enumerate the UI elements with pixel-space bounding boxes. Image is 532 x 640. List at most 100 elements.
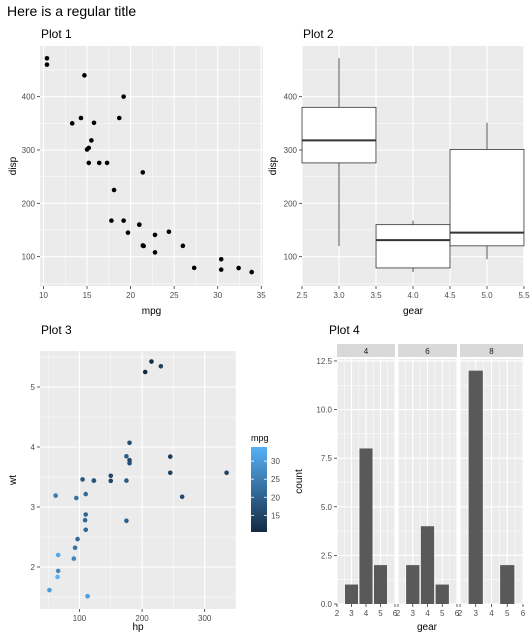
plot1-point: [125, 230, 131, 235]
plot4-facet-label: 6: [425, 347, 430, 356]
plot3-point: [55, 552, 61, 558]
plot3-point: [179, 494, 185, 500]
plot1-point: [116, 115, 122, 121]
plot3-point: [53, 493, 58, 498]
plot4-facet8-x-tick-label: 2: [458, 609, 463, 618]
plot1-x-label: mpg: [142, 306, 161, 317]
plot3-legend-tick-label: 20: [271, 493, 280, 502]
plot1-x-tick-label: 20: [126, 291, 135, 300]
plot4-bar: [435, 584, 449, 604]
plot3-point: [167, 470, 173, 476]
plot4-facet-strip: [337, 344, 395, 357]
plot3-point: [85, 593, 90, 599]
plot4-title: Plot 4: [329, 323, 360, 337]
plot1-point: [121, 94, 126, 99]
plot1-y-tick-label: 100: [22, 253, 36, 262]
plot3-legend-tick-label: 25: [271, 475, 280, 484]
plot4-facet8-x-tick-label: 6: [521, 609, 526, 618]
plot1-y-tick-label: 200: [22, 199, 36, 208]
plot3-point: [55, 568, 61, 574]
plot3-legend-tick-label: 30: [271, 457, 280, 466]
plot3-y-tick-label: 3: [31, 503, 36, 512]
plot3-point: [167, 454, 173, 459]
plot2-title: Plot 2: [303, 27, 334, 41]
plot3-point: [127, 440, 132, 446]
plot1-point: [91, 120, 97, 126]
plot3-point: [108, 478, 114, 484]
main-title: Here is a regular title: [7, 3, 137, 19]
plot4-bar: [500, 565, 515, 604]
plot2-y-tick-label: 200: [284, 199, 298, 208]
plot3-point: [83, 527, 89, 533]
plot3-y-tick-label: 4: [31, 443, 36, 452]
plot4-facet4-x-tick-label: 5: [378, 609, 383, 618]
plot4-y-tick-label: 0.0: [321, 600, 333, 609]
plot2-x-tick-label: 3.5: [370, 291, 382, 300]
plot2-y-tick-label: 400: [284, 93, 298, 102]
plot3-point: [71, 556, 77, 561]
plot2-box: [449, 149, 525, 247]
plot3-point: [55, 574, 60, 580]
plot4-y-tick-label: 10.0: [316, 406, 332, 415]
plot2-x-label: gear: [403, 306, 424, 317]
plot2-x-tick-label: 4.0: [407, 291, 419, 300]
plot4-bar: [468, 370, 483, 604]
plot4-facet4-x-tick-label: 2: [335, 609, 340, 618]
plot4-bar: [373, 565, 388, 604]
plot1-point: [44, 55, 50, 61]
plot4-facet4-x-tick-label: 4: [364, 609, 369, 618]
plot4-facet-strip: [460, 344, 523, 357]
plot1-point: [109, 218, 114, 223]
plot3-point: [158, 364, 164, 369]
plot1-point: [111, 187, 117, 193]
plot3-panel: [40, 351, 236, 609]
plot4-bar: [406, 565, 420, 604]
plot1-point: [69, 121, 75, 126]
plot4-facet-label: 4: [364, 347, 369, 356]
plot1-x-tick-label: 35: [257, 291, 266, 300]
plot1-point: [104, 160, 110, 166]
plot3-title: Plot 3: [41, 323, 72, 337]
plot2-box: [301, 106, 377, 164]
plot4-facet6-x-tick-label: 4: [425, 609, 430, 618]
plot2-x-tick-label: 5.0: [481, 291, 493, 300]
plot3-x-tick-label: 200: [135, 614, 149, 623]
plot4-bar: [420, 526, 435, 604]
plot3-point: [72, 545, 78, 551]
plot3-legend-title: mpg: [251, 433, 269, 443]
plot1-point: [121, 218, 126, 223]
plot4-facet4-x-tick-label: 6: [393, 609, 398, 618]
plot3-point: [124, 518, 129, 524]
plot1-point: [218, 256, 224, 262]
plot1-point: [140, 243, 146, 248]
plot3-y-tick-label: 2: [31, 563, 36, 572]
plot1-point: [180, 243, 186, 249]
plot4-x-label: gear: [417, 622, 438, 633]
plot1-y-tick-label: 300: [22, 146, 36, 155]
plot2-y-tick-label: 100: [284, 253, 298, 262]
plot3-point: [124, 478, 129, 483]
plot4-y-tick-label: 12.5: [316, 357, 332, 366]
plot3-point: [82, 517, 88, 523]
plot1-x-tick-label: 30: [213, 291, 222, 300]
plot3-point: [75, 536, 80, 542]
plot3-x-tick-label: 100: [73, 614, 87, 623]
plot4-facet8-x-tick-label: 4: [489, 609, 494, 618]
plot4-bar: [359, 448, 373, 604]
plot1-title: Plot 1: [41, 27, 72, 41]
plot1-point: [84, 147, 90, 152]
plot1-y-tick-label: 400: [22, 93, 36, 102]
plot4-facet6-x-tick-label: 2: [396, 609, 401, 618]
plot3-x-tick-label: 300: [198, 614, 212, 623]
plot1-y-label: disp: [8, 156, 19, 175]
plot1-point: [152, 232, 158, 238]
plot3-point: [47, 587, 52, 593]
plot2-x-tick-label: 5.5: [518, 291, 530, 300]
plot1-point: [191, 265, 197, 271]
plot4-y-tick-label: 2.5: [321, 551, 333, 560]
plot3-x-label: hp: [132, 622, 144, 633]
plot1-point: [218, 267, 224, 272]
plot3-point: [127, 457, 132, 463]
